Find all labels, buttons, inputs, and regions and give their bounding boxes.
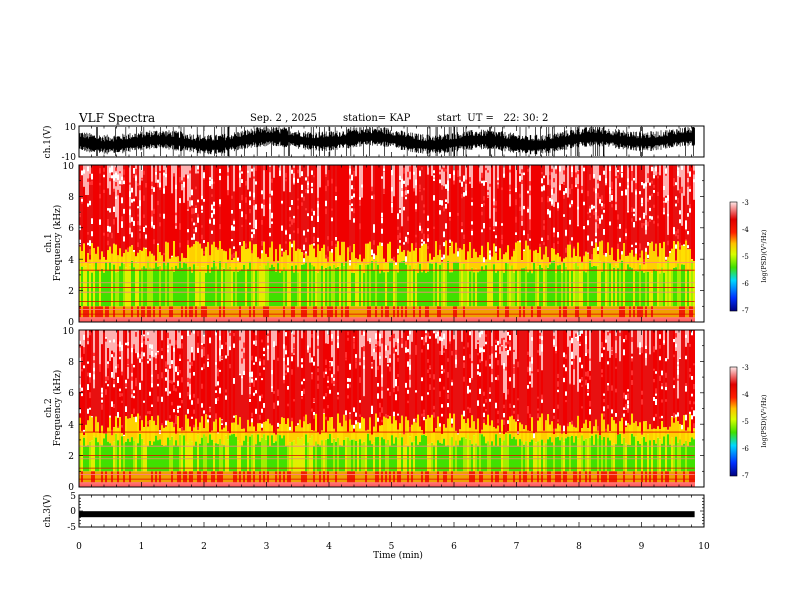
time-tick-2: 2 xyxy=(201,542,207,552)
ch3-waveform-band xyxy=(79,511,695,518)
spec2-cells xyxy=(83,433,695,472)
ch2-colorbar-tick-4: -4 xyxy=(742,391,749,399)
ch1-colorbar-tick-4: -4 xyxy=(742,226,749,234)
ch1-waveform-trace xyxy=(78,127,695,156)
ch1-colorbar-tick-6: -6 xyxy=(742,280,749,288)
ch1-freq-tick-6: 6 xyxy=(68,224,74,234)
ch2-freq-tick-6: 6 xyxy=(68,389,74,399)
ch1-colorbar-label: log(PSD)(V²/Hz) xyxy=(760,229,768,282)
ch2-freq-tick-10: 10 xyxy=(63,327,75,337)
spec2-cells xyxy=(85,330,689,436)
ch1-colorbar-tick-5: -5 xyxy=(742,253,749,261)
ch1-colorbar xyxy=(729,201,738,312)
ch1-channel-label: ch.1 xyxy=(44,233,54,252)
ch1-spectrogram-panel: 0 2 4 6 8 10 ch.1 Frequency (kHz) -3 -4 … xyxy=(44,162,768,328)
time-tick-4: 4 xyxy=(326,542,332,552)
spec2-cells xyxy=(79,330,695,436)
time-tick-7: 7 xyxy=(514,542,520,552)
time-tick-1: 1 xyxy=(139,542,145,552)
ch2-channel-label: ch.2 xyxy=(44,398,54,417)
ch2-freq-tick-0: 0 xyxy=(68,483,74,493)
ch2-freq-tick-2: 2 xyxy=(68,452,74,462)
ch1-waveform-ylabel: ch.1(V) xyxy=(42,126,53,159)
spec1-cells xyxy=(83,165,695,263)
start-time-label: start UT = 22: 30: 2 xyxy=(437,113,549,124)
ch1-ytick-bottom: -10 xyxy=(62,153,77,163)
ch1-spectrogram-image xyxy=(79,165,695,322)
time-tick-0: 0 xyxy=(76,542,82,552)
spec2-cells xyxy=(79,413,689,447)
ch1-waveform-line xyxy=(78,127,695,156)
figure-title: VLF Spectra xyxy=(79,111,156,125)
ch3-ytick-0: 0 xyxy=(70,507,76,517)
ch2-colorbar xyxy=(729,366,738,477)
ch1-freq-tick-0: 0 xyxy=(68,318,74,328)
ch2-colorbar-tick-5: -5 xyxy=(742,418,749,426)
time-tick-8: 8 xyxy=(576,542,582,552)
ch3-ytick-neg5: -5 xyxy=(67,523,76,533)
spec2-cells xyxy=(81,413,695,447)
ch2-colorbar-tick-3: -3 xyxy=(742,364,749,372)
ch3-waveform-ylabel: ch.3(V) xyxy=(42,495,53,528)
ch2-spectrogram-panel: 0 2 4 6 8 10 ch.2 Frequency (kHz) -3 -4 … xyxy=(44,327,768,493)
ch1-colorbar-tick-7: -7 xyxy=(742,307,749,315)
time-tick-6: 6 xyxy=(451,542,457,552)
spec2-cells xyxy=(79,482,695,487)
time-axis-ticks xyxy=(78,126,705,527)
ch2-colorbar-tick-6: -6 xyxy=(742,445,749,453)
time-tick-3: 3 xyxy=(264,542,270,552)
ch1-freq-tick-4: 4 xyxy=(68,256,74,266)
date-label: Sep. 2 , 2025 xyxy=(250,113,317,124)
spec1-cells xyxy=(79,165,691,263)
ch1-freq-tick-8: 8 xyxy=(68,193,74,203)
ch2-freq-tick-8: 8 xyxy=(68,358,74,368)
ch2-frequency-ylabel: Frequency (kHz) xyxy=(52,370,63,447)
time-tick-5: 5 xyxy=(389,542,395,552)
spec1-cells xyxy=(81,260,689,307)
time-axis-label: Time (min) xyxy=(373,550,423,561)
station-label: station= KAP xyxy=(343,113,411,124)
ch1-freq-tick-2: 2 xyxy=(68,287,74,297)
time-tick-9: 9 xyxy=(639,542,645,552)
ch1-freq-tick-10: 10 xyxy=(63,162,75,172)
ch2-spectrogram-image xyxy=(79,330,695,487)
ch1-spectrogram-ticks xyxy=(79,164,704,323)
ch2-spectrogram-ticks xyxy=(79,329,704,488)
ch3-ytick-5: 5 xyxy=(70,492,76,502)
time-tick-10: 10 xyxy=(698,542,710,552)
ch2-colorbar-label: log(PSD)(V²/Hz) xyxy=(760,394,768,447)
time-axis: 0 1 2 3 4 5 6 7 8 9 10 Time (min) xyxy=(76,126,710,561)
ch2-freq-tick-4: 4 xyxy=(68,421,74,431)
spec1-cells xyxy=(81,240,691,274)
ch2-colorbar-tick-7: -7 xyxy=(742,472,749,480)
ch1-ytick-top: 10 xyxy=(65,123,77,133)
ch1-colorbar-tick-3: -3 xyxy=(742,199,749,207)
ch1-frequency-ylabel: Frequency (kHz) xyxy=(52,205,63,282)
spec1-cells xyxy=(79,317,695,322)
